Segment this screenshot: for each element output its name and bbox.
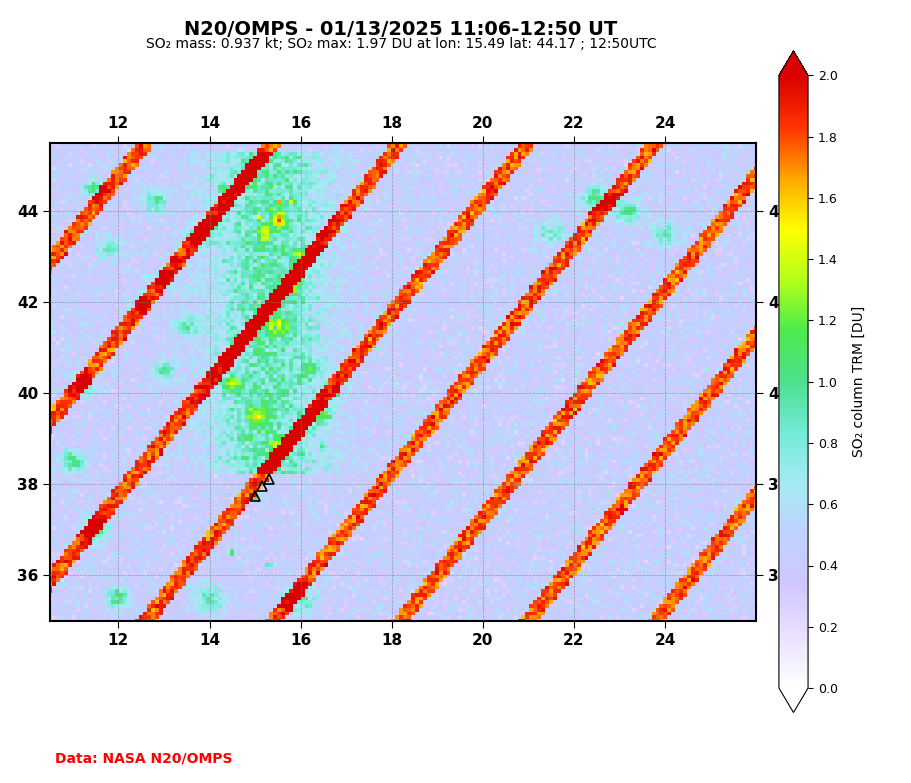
Text: SO₂ mass: 0.937 kt; SO₂ max: 1.97 DU at lon: 15.49 lat: 44.17 ; 12:50UTC: SO₂ mass: 0.937 kt; SO₂ max: 1.97 DU at … xyxy=(146,37,656,51)
PathPatch shape xyxy=(779,51,808,75)
Y-axis label: SO₂ column TRM [DU]: SO₂ column TRM [DU] xyxy=(852,306,865,457)
Text: Data: NASA N20/OMPS: Data: NASA N20/OMPS xyxy=(55,752,232,766)
PathPatch shape xyxy=(779,688,808,713)
Text: N20/OMPS - 01/13/2025 11:06-12:50 UT: N20/OMPS - 01/13/2025 11:06-12:50 UT xyxy=(184,20,618,38)
